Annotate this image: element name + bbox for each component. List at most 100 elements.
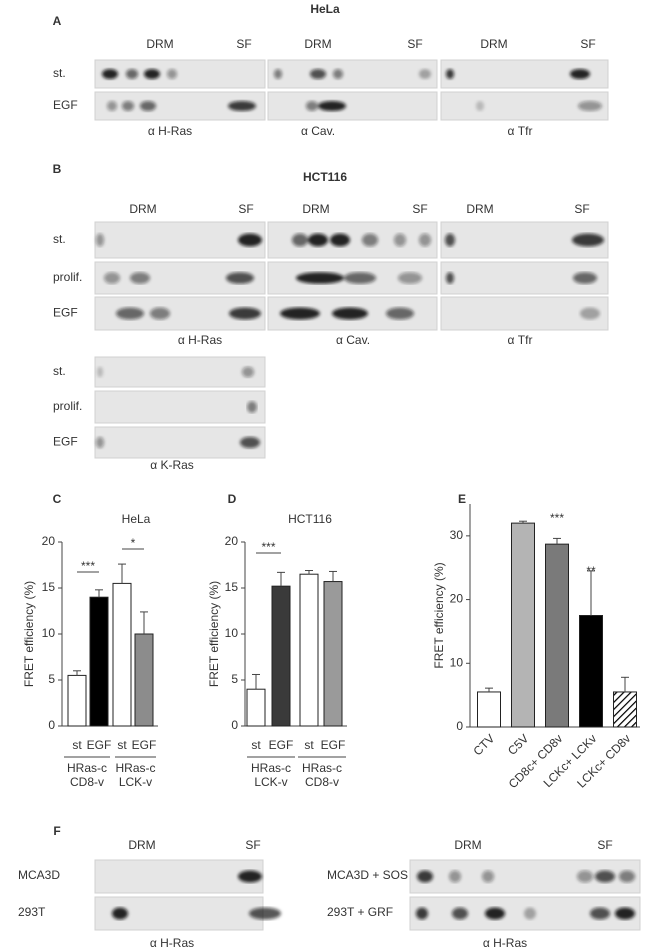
- antibody-label: α Cav.: [301, 124, 335, 138]
- blot-band: [112, 907, 128, 920]
- y-tick-label: 20: [450, 592, 464, 606]
- y-tick-label: 15: [42, 580, 56, 594]
- significance-label: ***: [261, 540, 275, 554]
- bar: [579, 615, 603, 728]
- y-tick-label: 20: [42, 534, 56, 548]
- blot-bands: [274, 68, 431, 80]
- blot-bands: [112, 907, 281, 920]
- group-label: HRas-c: [251, 761, 291, 775]
- blot-bands: [96, 436, 260, 449]
- panel-title: HCT116: [303, 170, 347, 184]
- blot-strip: [94, 390, 266, 424]
- column-header: DRM: [146, 37, 173, 51]
- blot-strip: [94, 59, 266, 89]
- column-header: SF: [412, 202, 427, 216]
- column-header: DRM: [454, 838, 481, 852]
- y-tick-label: 10: [225, 626, 239, 640]
- blot-band: [229, 307, 261, 320]
- column-header: SF: [236, 37, 251, 51]
- group-label: CD8-v: [305, 775, 339, 789]
- blot-band: [482, 870, 494, 883]
- row-label: prolif.: [53, 270, 82, 284]
- blot-band: [577, 870, 593, 883]
- blot-bands: [107, 100, 256, 112]
- blot-band: [107, 100, 117, 112]
- bar: [246, 688, 266, 727]
- x-tick-label: C5V: [505, 731, 531, 757]
- blot-band: [476, 100, 484, 112]
- blot-band: [362, 233, 378, 247]
- blot-band: [140, 100, 156, 112]
- group-label: HRas-c: [67, 761, 107, 775]
- blot-bands: [102, 68, 177, 80]
- blot-strip: [267, 91, 438, 121]
- blot-bands: [238, 870, 262, 883]
- blot-strip: [94, 426, 266, 459]
- row-label: MCA3D + SOS: [327, 868, 408, 882]
- blot-bands: [446, 68, 590, 80]
- antibody-label: α Cav.: [336, 333, 370, 347]
- blot-strip: [94, 356, 266, 388]
- bar: [323, 581, 343, 727]
- blot-band: [249, 907, 281, 920]
- group-label: CD8-v: [70, 775, 104, 789]
- blot-band: [226, 272, 254, 284]
- blot-band: [344, 272, 376, 284]
- x-tick-label: st: [117, 738, 127, 752]
- bar: [134, 633, 154, 727]
- blot-bands: [116, 307, 261, 320]
- x-tick-label: EGF: [132, 738, 157, 752]
- antibody-label: α H-Ras: [150, 936, 194, 950]
- blot-band: [130, 272, 150, 284]
- chart-title: HeLa: [122, 512, 151, 526]
- significance-label: **: [586, 564, 596, 578]
- blot-band: [102, 68, 118, 80]
- column-header: SF: [245, 838, 260, 852]
- group-label: LCK-v: [119, 775, 152, 789]
- blot-band: [449, 870, 461, 883]
- blot-bands: [96, 233, 262, 247]
- bar: [477, 691, 501, 728]
- y-tick-label: 0: [231, 718, 238, 732]
- blot-bands: [446, 272, 597, 284]
- blot-band: [240, 436, 260, 449]
- y-axis-label: FRET efficiency (%): [22, 581, 36, 687]
- blot-band: [292, 233, 308, 247]
- y-tick-label: 10: [450, 655, 464, 669]
- blot-bands: [417, 870, 635, 883]
- antibody-label: α H-Ras: [178, 333, 222, 347]
- blot-strip: [267, 59, 438, 89]
- blot-bands: [280, 307, 414, 320]
- x-tick-label: CTV: [470, 731, 497, 758]
- blot-band: [310, 68, 326, 80]
- blot-bands: [445, 233, 604, 247]
- bar: [112, 582, 132, 727]
- blot-bands: [296, 272, 422, 284]
- antibody-label: α Tfr: [508, 124, 533, 138]
- antibody-label: α Tfr: [508, 333, 533, 347]
- blot-band: [394, 233, 406, 247]
- antibody-label: α H-Ras: [148, 124, 192, 138]
- y-tick-label: 5: [48, 672, 55, 686]
- y-tick-label: 0: [48, 718, 55, 732]
- blot-band: [242, 366, 254, 378]
- panel-label: B: [53, 162, 62, 176]
- chart-title: HCT116: [288, 512, 332, 526]
- blot-band: [398, 272, 422, 284]
- blot-band: [280, 307, 320, 320]
- blot-band: [416, 907, 428, 920]
- bar: [545, 543, 569, 728]
- panel-label: E: [458, 492, 466, 506]
- y-axis-label: FRET efficiency (%): [432, 562, 446, 668]
- blot-band: [306, 100, 318, 112]
- blot-band: [333, 68, 343, 80]
- blot-band: [126, 68, 138, 80]
- blot-bands: [306, 100, 346, 112]
- blot-band: [247, 401, 257, 413]
- blot-band: [452, 907, 468, 920]
- panel-label: F: [53, 824, 60, 838]
- blot-strip: [94, 221, 266, 259]
- antibody-label: α H-Ras: [483, 936, 527, 950]
- y-tick-label: 30: [450, 528, 464, 542]
